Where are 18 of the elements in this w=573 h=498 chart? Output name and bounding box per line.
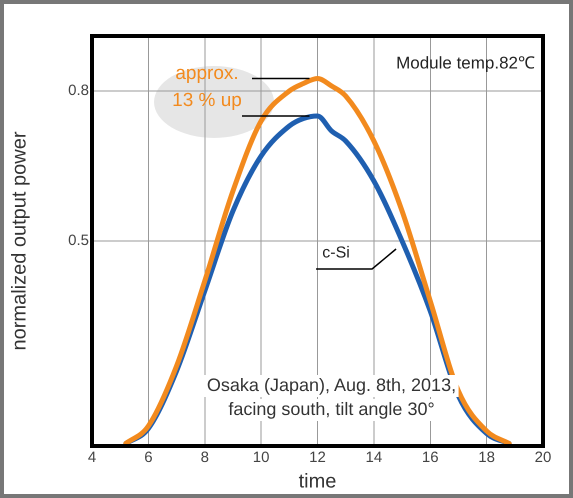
x-tick-label: 4 — [88, 449, 96, 466]
x-tick-label: 14 — [366, 449, 382, 466]
y-tick-label: 0.5 — [68, 232, 89, 250]
y-axis-title: normalized output power — [8, 131, 31, 351]
annotation: Osaka (Japan), Aug. 8th, 2013, facing south, tilt angle 30° — [206, 374, 456, 419]
x-tick-label: 18 — [478, 449, 495, 466]
x-axis-title: time — [298, 470, 336, 493]
x-tick-label: 20 — [534, 449, 552, 466]
annotation: 13 % up — [172, 90, 242, 112]
annotation: Module temp.82℃ — [396, 54, 535, 73]
y-tick-label: 0.8 — [68, 82, 89, 100]
annotation: approx. — [175, 63, 239, 84]
x-tick-label: 8 — [200, 449, 209, 466]
x-tick-label: 10 — [252, 449, 270, 466]
x-tick-label: 12 — [309, 449, 326, 466]
text: c-Si — [322, 244, 350, 262]
x-tick-label: 16 — [422, 449, 439, 466]
x-tick-label: 6 — [144, 449, 153, 466]
